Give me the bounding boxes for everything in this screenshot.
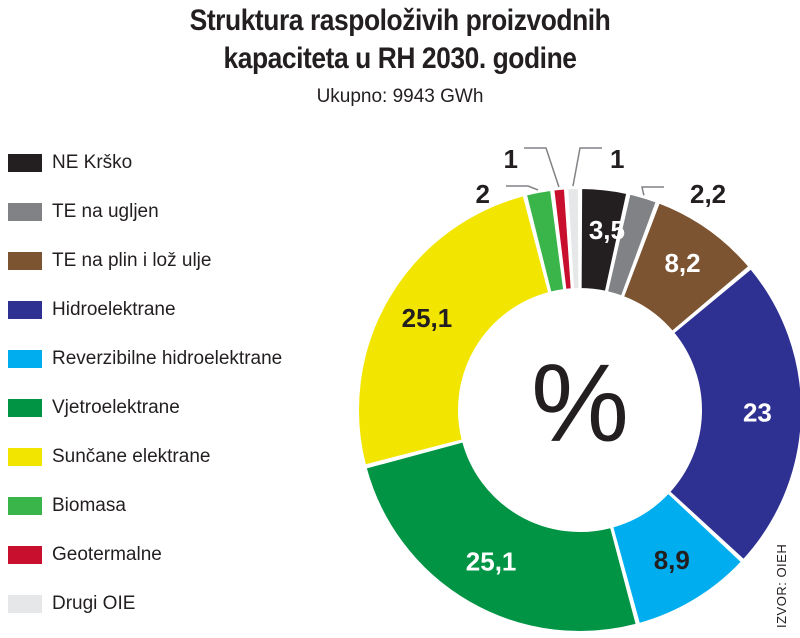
legend-item-te-na-plin: TE na plin i lož ulje xyxy=(8,248,328,272)
chart-title-line1: Struktura raspoloživih proizvodnih xyxy=(189,4,611,37)
legend-label: Biomasa xyxy=(52,495,126,516)
legend-item-hidroelektrane: Hidroelektrane xyxy=(8,297,328,321)
donut-slice xyxy=(524,188,566,294)
donut-slice xyxy=(357,194,551,467)
legend-label: TE na ugljen xyxy=(52,201,159,222)
legend-item-drugi-oie: Drugi OIE xyxy=(8,591,328,615)
donut-slice xyxy=(566,186,581,291)
donut-slice xyxy=(364,440,639,633)
donut-slice xyxy=(621,201,751,334)
donut-slice xyxy=(579,186,629,293)
data-label: 8,9 xyxy=(654,545,690,575)
legend-swatch xyxy=(8,154,42,172)
legend-item-reverzibilne: Reverzibilne hidroelektrane xyxy=(8,346,328,370)
donut-slice xyxy=(552,187,573,291)
legend-item-geotermalne: Geotermalne xyxy=(8,542,328,566)
legend-label: NE Krško xyxy=(52,152,133,173)
data-label: 23 xyxy=(743,397,772,427)
legend-swatch xyxy=(8,301,42,319)
data-label: 25,1 xyxy=(466,547,517,577)
legend-label: Geotermalne xyxy=(52,544,162,565)
chart-title-line2: kapaciteta u RH 2030. godine xyxy=(223,42,577,75)
data-label: 1 xyxy=(504,144,518,174)
center-label: % xyxy=(531,342,629,465)
donut-slice xyxy=(667,266,800,562)
chart-title: Struktura raspoloživih proizvodnih kapac… xyxy=(48,2,752,78)
donut-slice xyxy=(610,491,744,626)
legend-swatch xyxy=(8,546,42,564)
leader-line xyxy=(572,147,602,187)
legend-label: Drugi OIE xyxy=(52,593,136,614)
data-label: 25,1 xyxy=(402,303,453,333)
data-label: 3,5 xyxy=(589,215,625,245)
donut-slice xyxy=(605,192,659,298)
legend-item-vjetroelektrane: Vjetroelektrane xyxy=(8,395,328,419)
legend-item-biomasa: Biomasa xyxy=(8,493,328,517)
legend-swatch xyxy=(8,252,42,270)
data-label: 8,2 xyxy=(664,248,700,278)
legend-label: Hidroelektrane xyxy=(52,299,176,320)
data-label: 1 xyxy=(610,144,624,174)
leader-line xyxy=(524,147,560,188)
chart-subtitle: Ukupno: 9943 GWh xyxy=(316,86,484,107)
legend-label: Vjetroelektrane xyxy=(52,397,180,418)
legend-swatch xyxy=(8,350,42,368)
legend-swatch xyxy=(8,448,42,466)
source-note: IZVOR: OIEH xyxy=(774,543,789,628)
data-label: 2,2 xyxy=(690,179,726,209)
data-label: 2 xyxy=(476,179,490,209)
legend-swatch xyxy=(8,595,42,613)
leader-line xyxy=(506,185,539,191)
legend-item-suncane: Sunčane elektrane xyxy=(8,444,328,468)
legend-swatch xyxy=(8,497,42,515)
leader-line xyxy=(641,186,664,196)
legend-label: Reverzibilne hidroelektrane xyxy=(52,348,283,369)
legend-label: TE na plin i lož ulje xyxy=(52,250,212,271)
legend-label: Sunčane elektrane xyxy=(52,446,211,467)
legend-item-te-na-ugljen: TE na ugljen xyxy=(8,199,328,223)
legend-item-ne-krsko: NE Krško xyxy=(8,150,328,174)
legend-swatch xyxy=(8,399,42,417)
legend-swatch xyxy=(8,203,42,221)
